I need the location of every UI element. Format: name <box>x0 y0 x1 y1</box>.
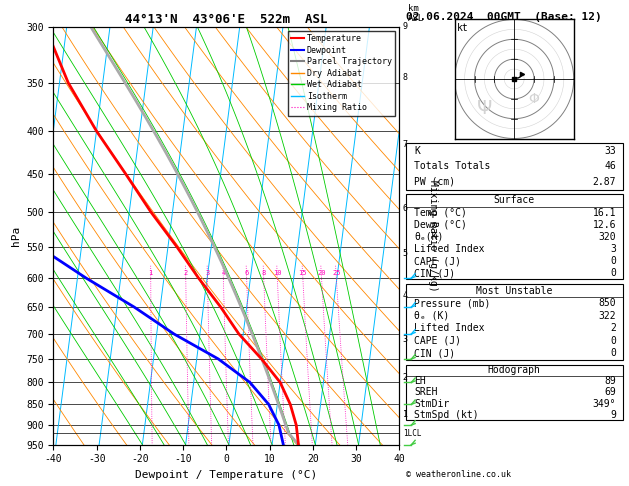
Text: SREH: SREH <box>415 387 438 398</box>
Text: 46: 46 <box>604 161 616 172</box>
Text: 3: 3 <box>610 244 616 254</box>
Text: Lifted Index: Lifted Index <box>415 244 485 254</box>
Text: EH: EH <box>415 376 426 386</box>
Text: 8: 8 <box>262 270 266 276</box>
Text: 15: 15 <box>299 270 307 276</box>
Y-axis label: hPa: hPa <box>11 226 21 246</box>
Text: 89: 89 <box>604 376 616 386</box>
Text: 320: 320 <box>599 232 616 242</box>
Text: StmSpd (kt): StmSpd (kt) <box>415 410 479 420</box>
Text: 3: 3 <box>403 334 408 344</box>
Text: K: K <box>415 146 420 156</box>
Text: 1: 1 <box>403 410 408 419</box>
Text: 9: 9 <box>610 410 616 420</box>
Text: 0: 0 <box>610 336 616 346</box>
Text: CIN (J): CIN (J) <box>415 348 455 358</box>
Text: 2: 2 <box>403 373 408 382</box>
Text: Φ: Φ <box>528 92 540 106</box>
Text: © weatheronline.co.uk: © weatheronline.co.uk <box>406 469 511 479</box>
Text: 02.06.2024  00GMT  (Base: 12): 02.06.2024 00GMT (Base: 12) <box>406 12 601 22</box>
Text: 2: 2 <box>610 323 616 333</box>
Text: 10: 10 <box>273 270 282 276</box>
Text: 322: 322 <box>599 311 616 321</box>
Text: Hodograph: Hodograph <box>487 365 541 375</box>
Text: 850: 850 <box>599 298 616 308</box>
Text: Totals Totals: Totals Totals <box>415 161 491 172</box>
Text: Temp (°C): Temp (°C) <box>415 208 467 218</box>
Text: 6: 6 <box>403 204 408 213</box>
Text: 2.87: 2.87 <box>593 177 616 187</box>
Text: 69: 69 <box>604 387 616 398</box>
Text: 20: 20 <box>317 270 326 276</box>
Title: 44°13'N  43°06'E  522m  ASL: 44°13'N 43°06'E 522m ASL <box>125 13 328 26</box>
Text: 9: 9 <box>403 22 408 31</box>
Text: Ψ: Ψ <box>477 99 492 118</box>
Text: 5: 5 <box>403 248 408 258</box>
Text: StmDir: StmDir <box>415 399 450 409</box>
Legend: Temperature, Dewpoint, Parcel Trajectory, Dry Adiabat, Wet Adiabat, Isotherm, Mi: Temperature, Dewpoint, Parcel Trajectory… <box>287 31 395 116</box>
Text: 33: 33 <box>604 146 616 156</box>
Text: 4: 4 <box>403 291 408 300</box>
Text: Most Unstable: Most Unstable <box>476 286 552 295</box>
Text: θₑ (K): θₑ (K) <box>415 311 450 321</box>
X-axis label: Dewpoint / Temperature (°C): Dewpoint / Temperature (°C) <box>135 470 318 480</box>
Text: 2: 2 <box>184 270 188 276</box>
Text: 16.1: 16.1 <box>593 208 616 218</box>
Text: 8: 8 <box>403 73 408 82</box>
Text: 25: 25 <box>332 270 341 276</box>
Text: 0: 0 <box>610 348 616 358</box>
Text: θₑ(K): θₑ(K) <box>415 232 444 242</box>
Text: kt: kt <box>457 23 469 33</box>
Text: CAPE (J): CAPE (J) <box>415 336 462 346</box>
Text: 1: 1 <box>148 270 153 276</box>
Text: CAPE (J): CAPE (J) <box>415 256 462 266</box>
Text: Pressure (mb): Pressure (mb) <box>415 298 491 308</box>
Text: 7: 7 <box>403 140 408 149</box>
Y-axis label: Mixing Ratio (g/kg): Mixing Ratio (g/kg) <box>428 180 438 292</box>
Text: PW (cm): PW (cm) <box>415 177 455 187</box>
Text: km
ASL: km ASL <box>408 4 424 22</box>
Text: 4: 4 <box>221 270 225 276</box>
Text: Lifted Index: Lifted Index <box>415 323 485 333</box>
Text: 1LCL: 1LCL <box>403 429 421 437</box>
Text: 0: 0 <box>610 268 616 278</box>
Text: CIN (J): CIN (J) <box>415 268 455 278</box>
Text: 349°: 349° <box>593 399 616 409</box>
Text: Dewp (°C): Dewp (°C) <box>415 220 467 230</box>
Text: 12.6: 12.6 <box>593 220 616 230</box>
Text: 6: 6 <box>245 270 248 276</box>
Text: 3: 3 <box>205 270 209 276</box>
Text: 0: 0 <box>610 256 616 266</box>
Text: Surface: Surface <box>494 195 535 206</box>
